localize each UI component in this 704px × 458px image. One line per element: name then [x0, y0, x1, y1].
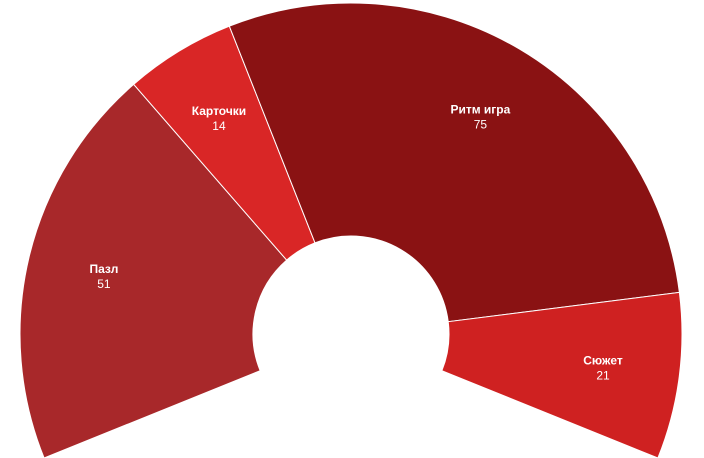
- slice-1[interactable]: [19, 83, 288, 458]
- slice-3-value: 75: [474, 117, 488, 131]
- slice-3[interactable]: [228, 2, 680, 323]
- slice-4[interactable]: [441, 291, 683, 458]
- slice-2-value: 14: [212, 119, 226, 133]
- slice-4-value: 21: [596, 369, 610, 383]
- slice-4-label: Сюжет: [583, 354, 623, 368]
- chart-slices: [19, 2, 683, 458]
- slice-1-label: Пазл: [89, 262, 118, 276]
- slice-1-value: 51: [97, 277, 111, 291]
- slice-3-label: Ритм игра: [450, 102, 510, 116]
- slice-2-label: Карточки: [192, 104, 246, 118]
